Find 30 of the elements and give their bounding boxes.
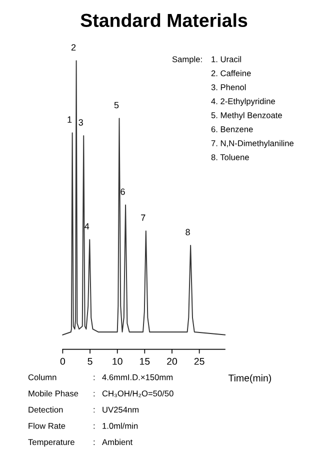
annotation: 6 xyxy=(120,188,125,195)
chart-title: Standard Materials xyxy=(80,13,248,28)
text: Temperature : Ambient xyxy=(28,438,133,447)
text: Mobile Phase : CH₃OH/H₂O=50/50 xyxy=(28,390,174,398)
annotation: 1. Uracil xyxy=(212,56,242,62)
text: Detection : UV254nm xyxy=(28,406,139,413)
annotation: 5. Methyl Benzoate xyxy=(211,112,282,120)
x-tick-label: 10 xyxy=(112,358,122,365)
annotation: 5 xyxy=(114,102,119,108)
x-tick-label: 20 xyxy=(167,358,178,365)
annotation: 4 xyxy=(84,223,90,230)
annotation: 2. Caffeine xyxy=(211,70,251,76)
annotation: 3. Phenol xyxy=(211,84,246,90)
x-tick-label: 0 xyxy=(60,358,66,365)
annotation: 7. N,N-Dimethylaniline xyxy=(211,140,294,148)
annotation: 7 xyxy=(141,214,146,221)
annotation: 2 xyxy=(71,44,76,50)
text: Column : 4.6mmI.D.×150mm xyxy=(28,374,173,380)
x-tick-label: 5 xyxy=(88,358,92,365)
x-tick-label: 15 xyxy=(140,358,150,365)
annotation: Sample: xyxy=(172,56,202,64)
annotation: 3 xyxy=(78,119,83,126)
annotation: 8 xyxy=(186,228,190,236)
annotation: 8. Toluene xyxy=(211,154,249,160)
x-tick-label: 25 xyxy=(194,358,204,365)
x-axis-title: Time(min) xyxy=(228,374,272,384)
annotation: 6. Benzene xyxy=(211,126,253,132)
annotation: 4. 2-Ethylpyridine xyxy=(211,98,276,106)
text: Flow Rate : 1.0ml/min xyxy=(28,422,138,429)
annotation: 1 xyxy=(68,116,72,123)
